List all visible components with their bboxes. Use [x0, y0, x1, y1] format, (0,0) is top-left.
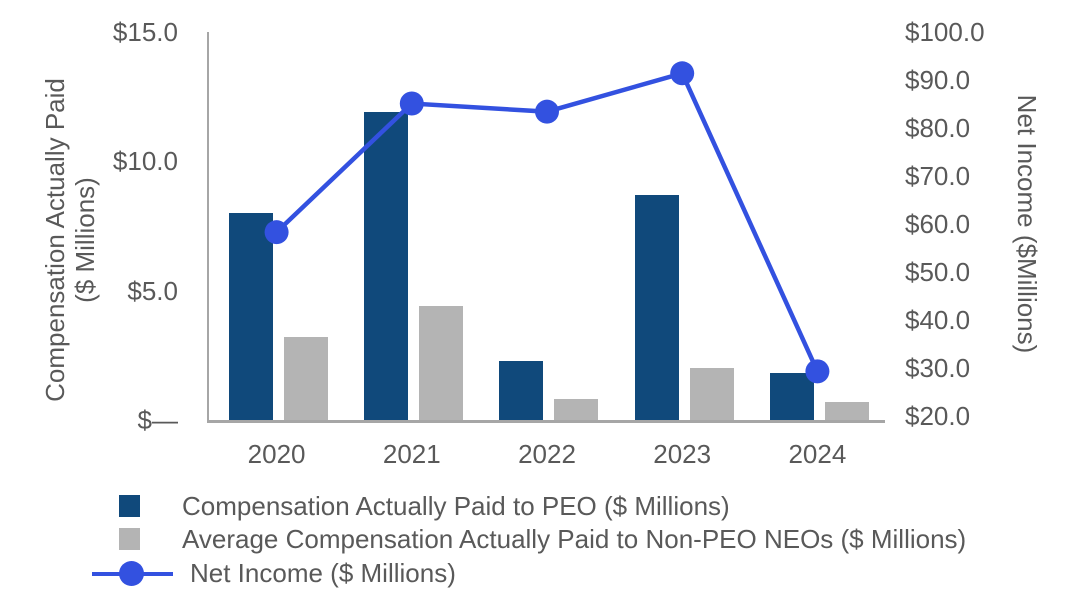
- x-axis-label: 2021: [382, 439, 441, 469]
- left-axis-tick-label: $5.0: [127, 275, 178, 306]
- bar-peo-compensation: [634, 194, 679, 420]
- right-axis-tick-label: $30.0: [905, 353, 971, 383]
- bar-nonpeo-compensation: [554, 399, 599, 420]
- bar-nonpeo-compensation: [689, 368, 734, 420]
- legend-label-peo: Compensation Actually Paid to PEO ($ Mil…: [182, 491, 730, 521]
- bar-nonpeo-compensation: [419, 306, 464, 420]
- bar-peo-compensation: [364, 112, 409, 420]
- legend-swatch-nonpeo: [119, 528, 140, 550]
- y-axis-line: [207, 32, 209, 423]
- net-income-marker-icon: [535, 99, 559, 124]
- right-axis-tick-label: $100.0: [905, 17, 985, 47]
- net-income-line: [275, 70, 820, 373]
- right-axis-tick-label: $80.0: [905, 113, 971, 143]
- bar-nonpeo-compensation: [284, 337, 328, 420]
- x-axis-label: 2023: [653, 439, 712, 469]
- left-axis-tick-label: $10.0: [112, 146, 178, 177]
- bar-peo-compensation: [769, 373, 814, 420]
- legend-label-nonpeo: Average Compensation Actually Paid to No…: [182, 524, 967, 554]
- x-axis-label: 2020: [247, 439, 306, 469]
- right-axis-tick-label: $50.0: [905, 257, 971, 287]
- net-income-marker-icon: [670, 61, 695, 86]
- right-axis-title: Net Income ($Millions): [1012, 94, 1042, 354]
- legend-marker-icon: [119, 561, 144, 586]
- legend-swatch-peo: [119, 495, 140, 517]
- right-axis-tick-label: $90.0: [905, 65, 971, 95]
- right-axis-tick-label: $20.0: [905, 401, 971, 431]
- bar-nonpeo-compensation: [824, 401, 869, 420]
- bar-peo-compensation: [499, 360, 544, 420]
- right-axis-tick-label: $70.0: [905, 161, 971, 191]
- bar-peo-compensation: [229, 213, 273, 420]
- left-axis-tick-label: $—: [137, 405, 178, 435]
- left-axis-tick-label: $15.0: [112, 17, 178, 47]
- right-axis-tick-label: $60.0: [905, 209, 971, 239]
- x-axis-line: [207, 420, 885, 423]
- x-axis-label: 2024: [788, 439, 847, 469]
- legend-label-net-income: Net Income ($ Millions): [190, 558, 456, 588]
- right-axis-tick-label: $40.0: [905, 305, 971, 335]
- x-axis-label: 2022: [518, 439, 576, 469]
